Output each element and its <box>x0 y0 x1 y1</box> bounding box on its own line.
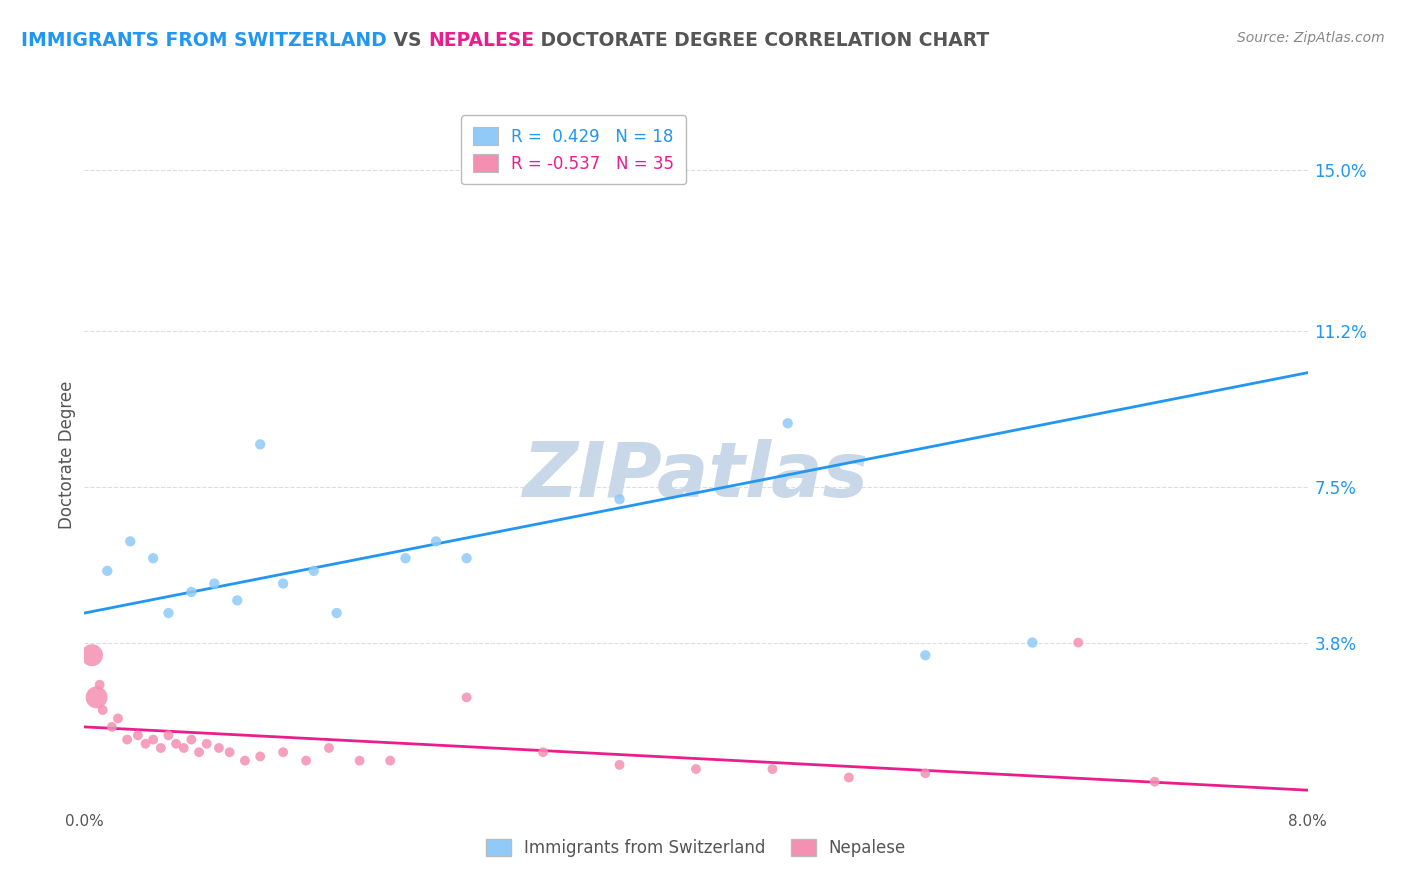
Point <box>456 551 478 566</box>
Text: Source: ZipAtlas.com: Source: ZipAtlas.com <box>1237 31 1385 45</box>
Point <box>195 737 218 751</box>
Point <box>226 593 249 607</box>
Point <box>271 576 294 591</box>
Y-axis label: Doctorate Degree: Doctorate Degree <box>58 381 76 529</box>
Point <box>531 745 554 759</box>
Point <box>89 678 111 692</box>
Point <box>180 585 202 599</box>
Point <box>425 534 447 549</box>
Text: VS: VS <box>387 31 427 50</box>
Point <box>776 417 799 431</box>
Point <box>685 762 707 776</box>
Point <box>325 606 347 620</box>
Point <box>456 690 478 705</box>
Point <box>202 576 225 591</box>
Point <box>115 732 138 747</box>
Point <box>609 757 631 772</box>
Point <box>86 690 108 705</box>
Point <box>380 754 402 768</box>
Point <box>1021 635 1043 649</box>
Point <box>838 771 860 785</box>
Point <box>96 564 118 578</box>
Point <box>208 741 231 756</box>
Point <box>188 745 211 759</box>
Point <box>1067 635 1090 649</box>
Text: IMMIGRANTS FROM SWITZERLAND: IMMIGRANTS FROM SWITZERLAND <box>21 31 387 50</box>
Point <box>142 732 165 747</box>
Point <box>233 754 256 768</box>
Point <box>173 741 195 756</box>
Point <box>107 711 129 725</box>
Point <box>302 564 325 578</box>
Text: NEPALESE: NEPALESE <box>427 31 534 50</box>
Point <box>165 737 187 751</box>
Point <box>295 754 318 768</box>
Text: DOCTORATE DEGREE CORRELATION CHART: DOCTORATE DEGREE CORRELATION CHART <box>534 31 988 50</box>
Point <box>101 720 124 734</box>
Point <box>80 648 103 663</box>
Point <box>157 728 180 742</box>
Point <box>394 551 416 566</box>
Point <box>249 749 271 764</box>
Point <box>218 745 240 759</box>
Point <box>914 648 936 663</box>
Point <box>157 606 180 620</box>
Text: ZIPatlas: ZIPatlas <box>523 439 869 513</box>
Point <box>249 437 271 451</box>
Point <box>271 745 294 759</box>
Point <box>1143 774 1166 789</box>
Legend: Immigrants from Switzerland, Nepalese: Immigrants from Switzerland, Nepalese <box>479 832 912 864</box>
Point <box>135 737 157 751</box>
Point <box>120 534 142 549</box>
Point <box>349 754 371 768</box>
Point <box>91 703 114 717</box>
Point <box>127 728 149 742</box>
Point <box>142 551 165 566</box>
Point <box>149 741 172 756</box>
Point <box>318 741 340 756</box>
Point <box>761 762 783 776</box>
Point <box>914 766 936 780</box>
Point <box>180 732 202 747</box>
Point <box>609 492 631 507</box>
